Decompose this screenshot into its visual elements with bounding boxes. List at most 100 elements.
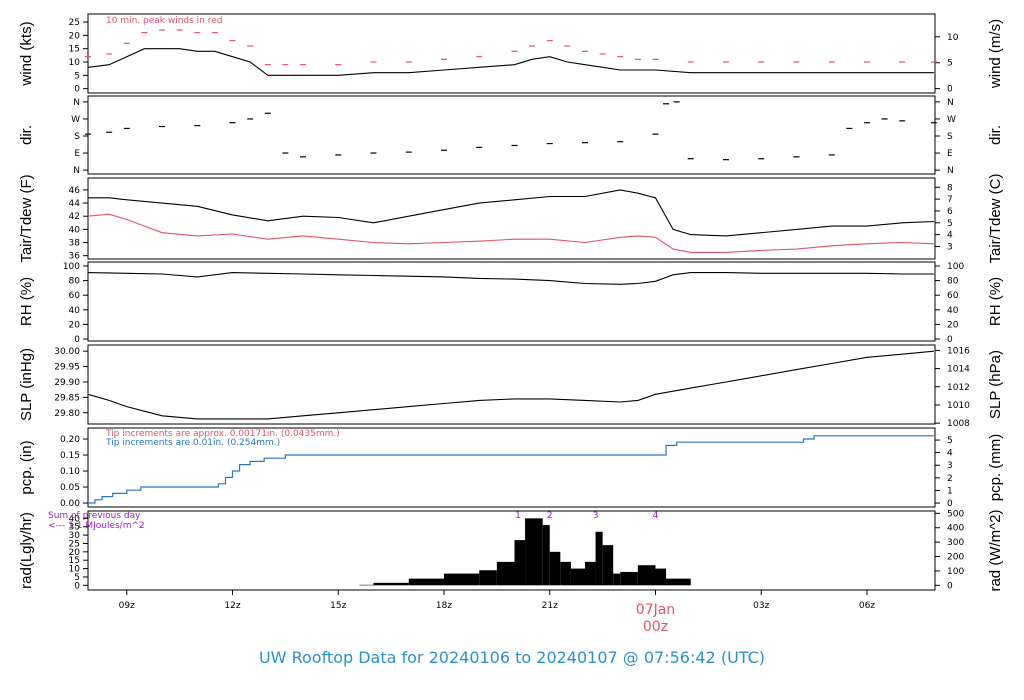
right-tick-label: 0 (947, 581, 953, 591)
right-axis-label: rad (W/m^2) (987, 509, 1004, 591)
left-tick-label: 30 (69, 531, 81, 541)
left-tick-label: 0.10 (60, 467, 80, 477)
series-line-Tair (88, 189, 934, 237)
series-dashes-peak (85, 29, 937, 66)
right-tick-label: 2 (947, 474, 953, 484)
panel-rh: 0 20 40 60 80 100 0 20 40 60 80 100 RH (%) RH (%) (18, 261, 1004, 345)
left-tick-label: 40 (69, 306, 81, 316)
panel-wind: 0 5 10 15 20 25 0 5 10 wind (kts) wind (m/s) 10 min… (18, 13, 1004, 95)
left-axis-label: pcp. (in) (18, 440, 35, 494)
radiation-bar (373, 582, 409, 586)
right-tick-label: S (947, 132, 953, 142)
left-tick-label: 38 (69, 239, 81, 249)
radiation-bar (666, 578, 691, 586)
left-tick-label: 60 (69, 291, 81, 301)
right-tick-label: 5 (947, 219, 953, 229)
right-tick-label: 300 (947, 538, 964, 548)
left-tick-label: 5 (74, 71, 80, 81)
right-axis-label: RH (%) (987, 277, 1004, 326)
radiation-bar (525, 518, 543, 586)
left-tick-label: E (74, 149, 80, 159)
radiation-sum-value: <--- 1.1 MJoules/m^2 (48, 521, 145, 531)
series-line-RH (87, 272, 934, 285)
right-tick-label: 6 (947, 207, 953, 217)
left-tick-label: 0 (74, 581, 80, 591)
radiation-marker: 1 (515, 511, 521, 521)
left-tick-label: 42 (69, 212, 80, 222)
panel-frame (87, 261, 936, 342)
left-tick-label: 40 (69, 225, 81, 235)
left-tick-label: 20 (69, 320, 81, 330)
x-tick-label: 03z (753, 601, 769, 611)
left-tick-label: 29.80 (54, 409, 80, 419)
left-tick-label: 0 (74, 85, 80, 95)
left-axis-label: rad(Lgly/hr) (18, 512, 35, 589)
date-label: 07Jan (636, 602, 675, 618)
x-tick-label: 06z (859, 601, 875, 611)
x-tick-label: 18z (436, 601, 452, 611)
left-axis-label: dir. (18, 125, 35, 145)
radiation-bar (479, 570, 497, 586)
radiation-bar (602, 545, 614, 586)
x-tick-label: 21z (542, 601, 558, 611)
left-tick-label: W (71, 115, 80, 125)
right-axis-label: SLP (hPa) (987, 350, 1004, 419)
right-tick-label: 3 (947, 461, 953, 471)
peak-wind-note: 10 min. peak winds in red (106, 16, 223, 26)
left-tick-label: 0.00 (60, 499, 80, 509)
left-tick-label: 80 (69, 277, 81, 287)
right-tick-label: 1016 (947, 346, 970, 356)
left-tick-label: 35 (69, 523, 80, 533)
left-axis-label: RH (%) (18, 277, 35, 326)
left-tick-label: 0.20 (60, 435, 80, 445)
radiation-bar (408, 578, 445, 586)
radiation-bar (359, 584, 374, 586)
radiation-marker: 4 (653, 511, 659, 521)
right-tick-label: 1 (947, 486, 953, 496)
panel-frame (87, 510, 936, 591)
right-tick-label: 1010 (947, 401, 970, 411)
right-tick-label: 1012 (947, 383, 970, 393)
tip-increment-note-blue: Tip increments are 0.01in. (0.254mm.) (105, 438, 280, 448)
left-tick-label: 44 (69, 199, 81, 209)
right-tick-label: 500 (947, 509, 964, 519)
right-tick-label: 7 (947, 195, 953, 205)
panel-frame (87, 427, 936, 508)
series-bars-radiation (359, 518, 691, 586)
left-axis-label: SLP (inHg) (18, 348, 35, 421)
left-tick-label: 0.05 (60, 483, 80, 493)
right-tick-label: 400 (947, 524, 964, 534)
left-tick-label: 20 (69, 548, 81, 558)
left-tick-label: 29.90 (54, 378, 80, 388)
right-tick-label: 10 (947, 33, 959, 43)
radiation-bar (549, 551, 561, 586)
radiation-bar (560, 561, 571, 586)
left-tick-label: 20 (69, 31, 81, 41)
right-tick-label: 4 (947, 231, 953, 241)
right-tick-label: 20 (947, 320, 959, 330)
right-tick-label: 0 (947, 499, 953, 509)
series-dashes-direction (85, 101, 937, 161)
x-tick-label: 12z (224, 601, 240, 611)
panel-frame (87, 13, 936, 94)
left-tick-label: 15 (69, 556, 80, 566)
panel-frame (87, 95, 936, 175)
panel-slp: 29.80 29.85 29.90 29.95 30.00 1008 1010 1012 101… (18, 344, 1004, 429)
radiation-sum-note: Sum of previous day (48, 511, 141, 521)
series-line-wind (87, 48, 934, 76)
left-tick-label: 10 (69, 58, 81, 68)
radiation-bar (584, 561, 596, 586)
left-tick-label: 29.85 (54, 393, 80, 403)
left-tick-label: 15 (69, 45, 80, 55)
radiation-marker: 3 (593, 511, 599, 521)
x-tick-label: 09z (119, 601, 135, 611)
left-tick-label: N (73, 98, 80, 108)
left-tick-label: N (73, 166, 80, 176)
left-tick-label: 46 (69, 186, 81, 196)
right-tick-label: 4 (947, 449, 953, 459)
right-axis-label: Tair/Tdew (C) (987, 173, 1004, 263)
radiation-bar (655, 568, 667, 586)
right-tick-label: 200 (947, 553, 964, 563)
radiation-bar (570, 568, 585, 586)
